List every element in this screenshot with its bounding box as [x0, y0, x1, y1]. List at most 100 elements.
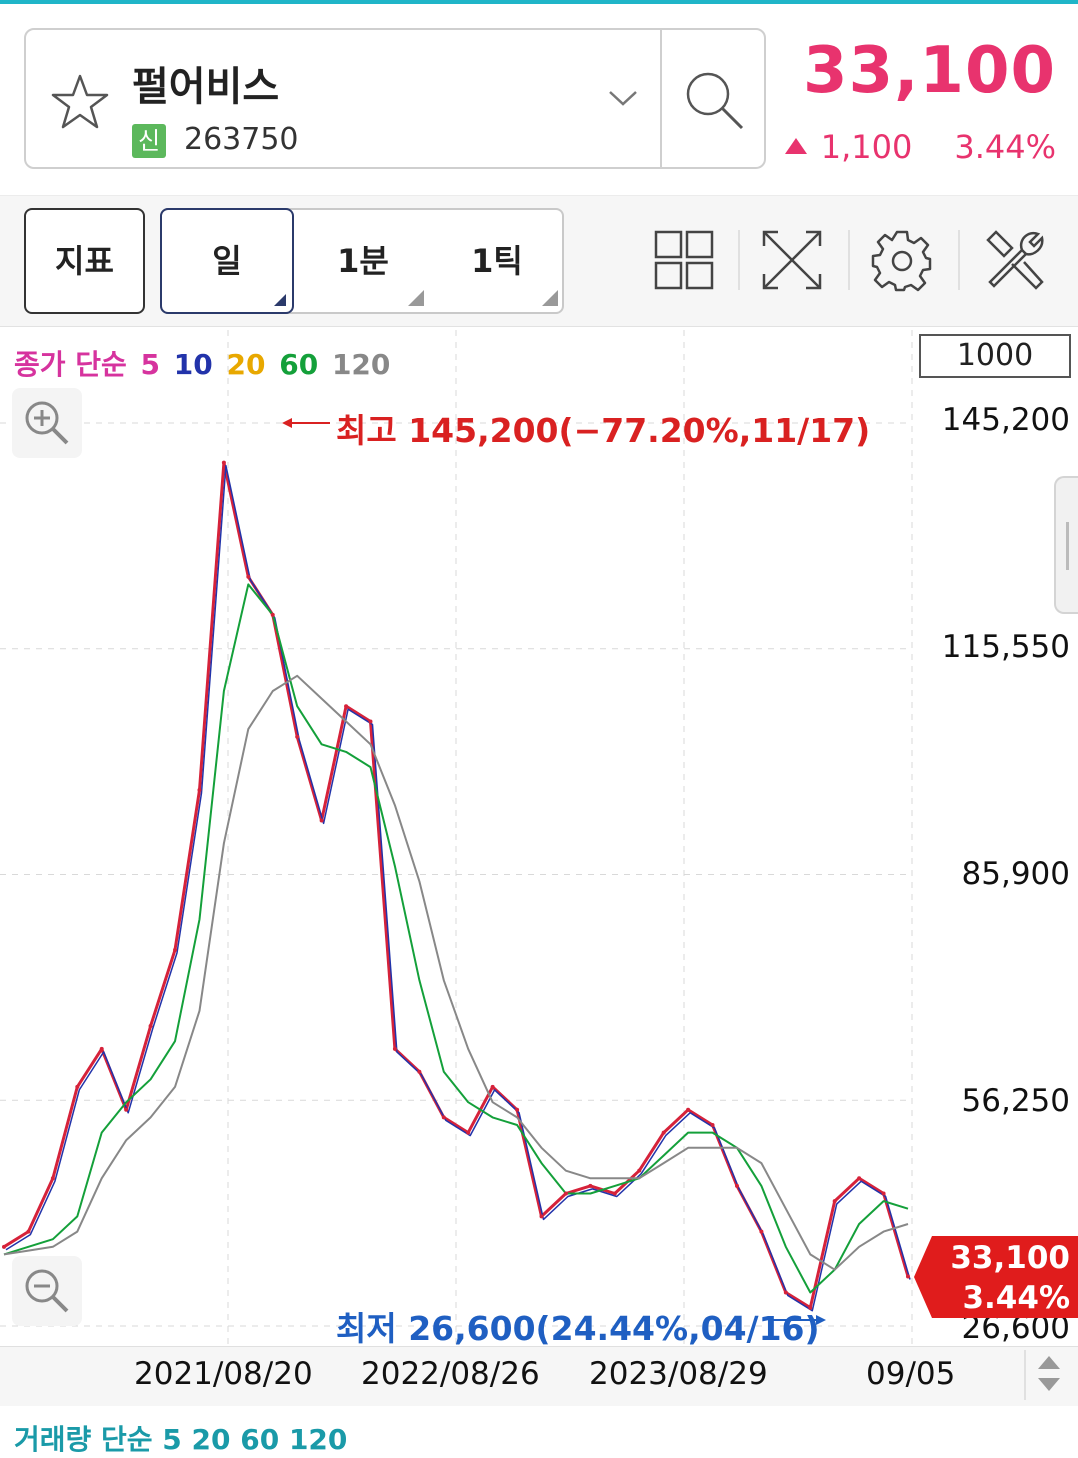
corner-triangle-icon — [542, 290, 558, 306]
price-change-row: 1,100 3.44% — [784, 128, 1056, 166]
series-point-5 — [539, 1214, 544, 1219]
price-tag-pct: 3.44% — [962, 1280, 1070, 1316]
period-daily-label: 일 — [212, 242, 242, 280]
period-selector: 일 1분 1틱 — [160, 208, 564, 314]
series-point-5 — [2, 1244, 6, 1249]
series-point-5 — [75, 1084, 80, 1089]
ma-legend-20: 20 — [226, 348, 266, 381]
volume-legend-text: 거래량 단순 5 20 60 120 — [14, 1423, 348, 1456]
zoom-in-button[interactable] — [12, 388, 82, 458]
search-button[interactable] — [660, 30, 766, 169]
toolbar-divider — [738, 230, 740, 290]
series-point-5 — [26, 1229, 31, 1234]
series-point-5 — [808, 1305, 813, 1310]
price-chart[interactable] — [0, 330, 1078, 1346]
x-axis-label: 09/05 — [866, 1356, 956, 1392]
series-point-5 — [441, 1115, 446, 1120]
series-point-5 — [783, 1290, 788, 1295]
expand-icon[interactable] — [760, 228, 824, 292]
series-point-5 — [734, 1183, 739, 1188]
stock-selector[interactable]: 펄어비스 신 263750 — [24, 28, 766, 169]
y-axis-label: 56,250 — [961, 1083, 1070, 1119]
series-point-5 — [295, 734, 300, 739]
high-annotation-arrowhead — [282, 418, 292, 428]
ma-legend-5: 5 — [140, 348, 161, 381]
series-line-120 — [3, 674, 909, 1271]
series-point-5 — [906, 1274, 910, 1279]
series-point-5 — [124, 1107, 129, 1112]
chart-toolbar: 지표 일 1분 1틱 — [0, 195, 1078, 327]
x-axis-divider — [1024, 1350, 1026, 1400]
x-axis-label: 2022/08/26 — [361, 1356, 540, 1392]
series-point-5 — [319, 818, 324, 823]
period-1tick[interactable]: 1틱 — [430, 210, 564, 312]
current-price-tag: 33,100 3.44% — [914, 1236, 1078, 1318]
series-point-5 — [344, 704, 349, 709]
tools-icon[interactable] — [982, 228, 1046, 292]
series-point-5 — [710, 1122, 715, 1127]
series-point-5 — [515, 1107, 520, 1112]
y-axis-label: 85,900 — [961, 856, 1070, 892]
period-1min[interactable]: 1분 — [296, 210, 430, 312]
current-price: 33,100 — [803, 34, 1056, 108]
side-panel-handle[interactable] — [1054, 476, 1078, 614]
price-tag-price: 33,100 — [950, 1240, 1070, 1276]
low-annotation-arrowhead — [816, 1315, 826, 1325]
series-point-5 — [417, 1069, 422, 1074]
x-axis-bar[interactable] — [0, 1346, 1078, 1406]
up-triangle-icon — [784, 138, 807, 154]
series-point-5 — [881, 1191, 886, 1196]
price-change-pct: 3.44% — [954, 128, 1056, 166]
series-point-5 — [563, 1191, 568, 1196]
stock-name: 펄어비스 — [132, 64, 280, 110]
grid-layout-icon[interactable] — [652, 228, 716, 292]
series-point-5 — [588, 1183, 593, 1188]
data-count-box[interactable]: 1000 — [919, 334, 1071, 378]
series-point-5 — [686, 1107, 691, 1112]
series-point-5 — [50, 1176, 55, 1181]
y-axis-label: 145,200 — [941, 402, 1070, 438]
chevron-down-icon[interactable] — [606, 82, 640, 112]
period-1tick-label: 1틱 — [471, 242, 523, 280]
series-point-5 — [173, 947, 178, 952]
series-point-5 — [99, 1046, 104, 1051]
market-badge: 신 — [132, 124, 166, 158]
price-tag-shape — [914, 1236, 1078, 1318]
series-point-5 — [392, 1046, 397, 1051]
ma-legend-10: 10 — [173, 348, 213, 381]
search-icon — [686, 72, 744, 130]
zoom-out-icon — [25, 1269, 69, 1313]
x-axis-label: 2023/08/29 — [589, 1356, 768, 1392]
series-point-5 — [246, 574, 251, 579]
volume-legend: 거래량 단순 5 20 60 120 — [14, 1418, 347, 1458]
period-1min-label: 1분 — [337, 242, 389, 280]
series-point-5 — [197, 787, 202, 792]
series-point-5 — [490, 1084, 495, 1089]
series-point-5 — [759, 1229, 764, 1234]
y-axis-label: 115,550 — [941, 629, 1070, 665]
star-icon[interactable] — [48, 70, 112, 134]
stock-code: 263750 — [184, 122, 299, 157]
series-point-5 — [612, 1191, 617, 1196]
series-point-5 — [221, 460, 226, 465]
series-point-5 — [661, 1130, 666, 1135]
ma-legend: 종가 단순 5 10 20 60 120 — [14, 343, 394, 383]
series-point-5 — [368, 719, 373, 724]
period-daily[interactable]: 일 — [160, 208, 294, 314]
price-change: 1,100 — [820, 128, 913, 166]
indicator-button[interactable]: 지표 — [24, 208, 145, 314]
top-accent-line — [0, 0, 1078, 4]
toolbar-divider — [958, 230, 960, 290]
series-point-5 — [832, 1199, 837, 1204]
series-point-5 — [270, 612, 275, 617]
toolbar-divider — [848, 230, 850, 290]
low-price-annotation: 최저 26,600(24.44%,04/16) — [336, 1309, 820, 1348]
zoom-out-button[interactable] — [12, 1256, 82, 1326]
ma-legend-120: 120 — [331, 348, 391, 381]
x-axis-label: 2021/08/20 — [134, 1356, 313, 1392]
gear-icon[interactable] — [870, 228, 934, 292]
scroll-up-icon[interactable] — [1038, 1356, 1060, 1369]
scroll-down-icon[interactable] — [1038, 1378, 1060, 1391]
series-point-5 — [637, 1168, 642, 1173]
high-price-annotation: 최고 145,200(−77.20%,11/17) — [336, 411, 871, 450]
